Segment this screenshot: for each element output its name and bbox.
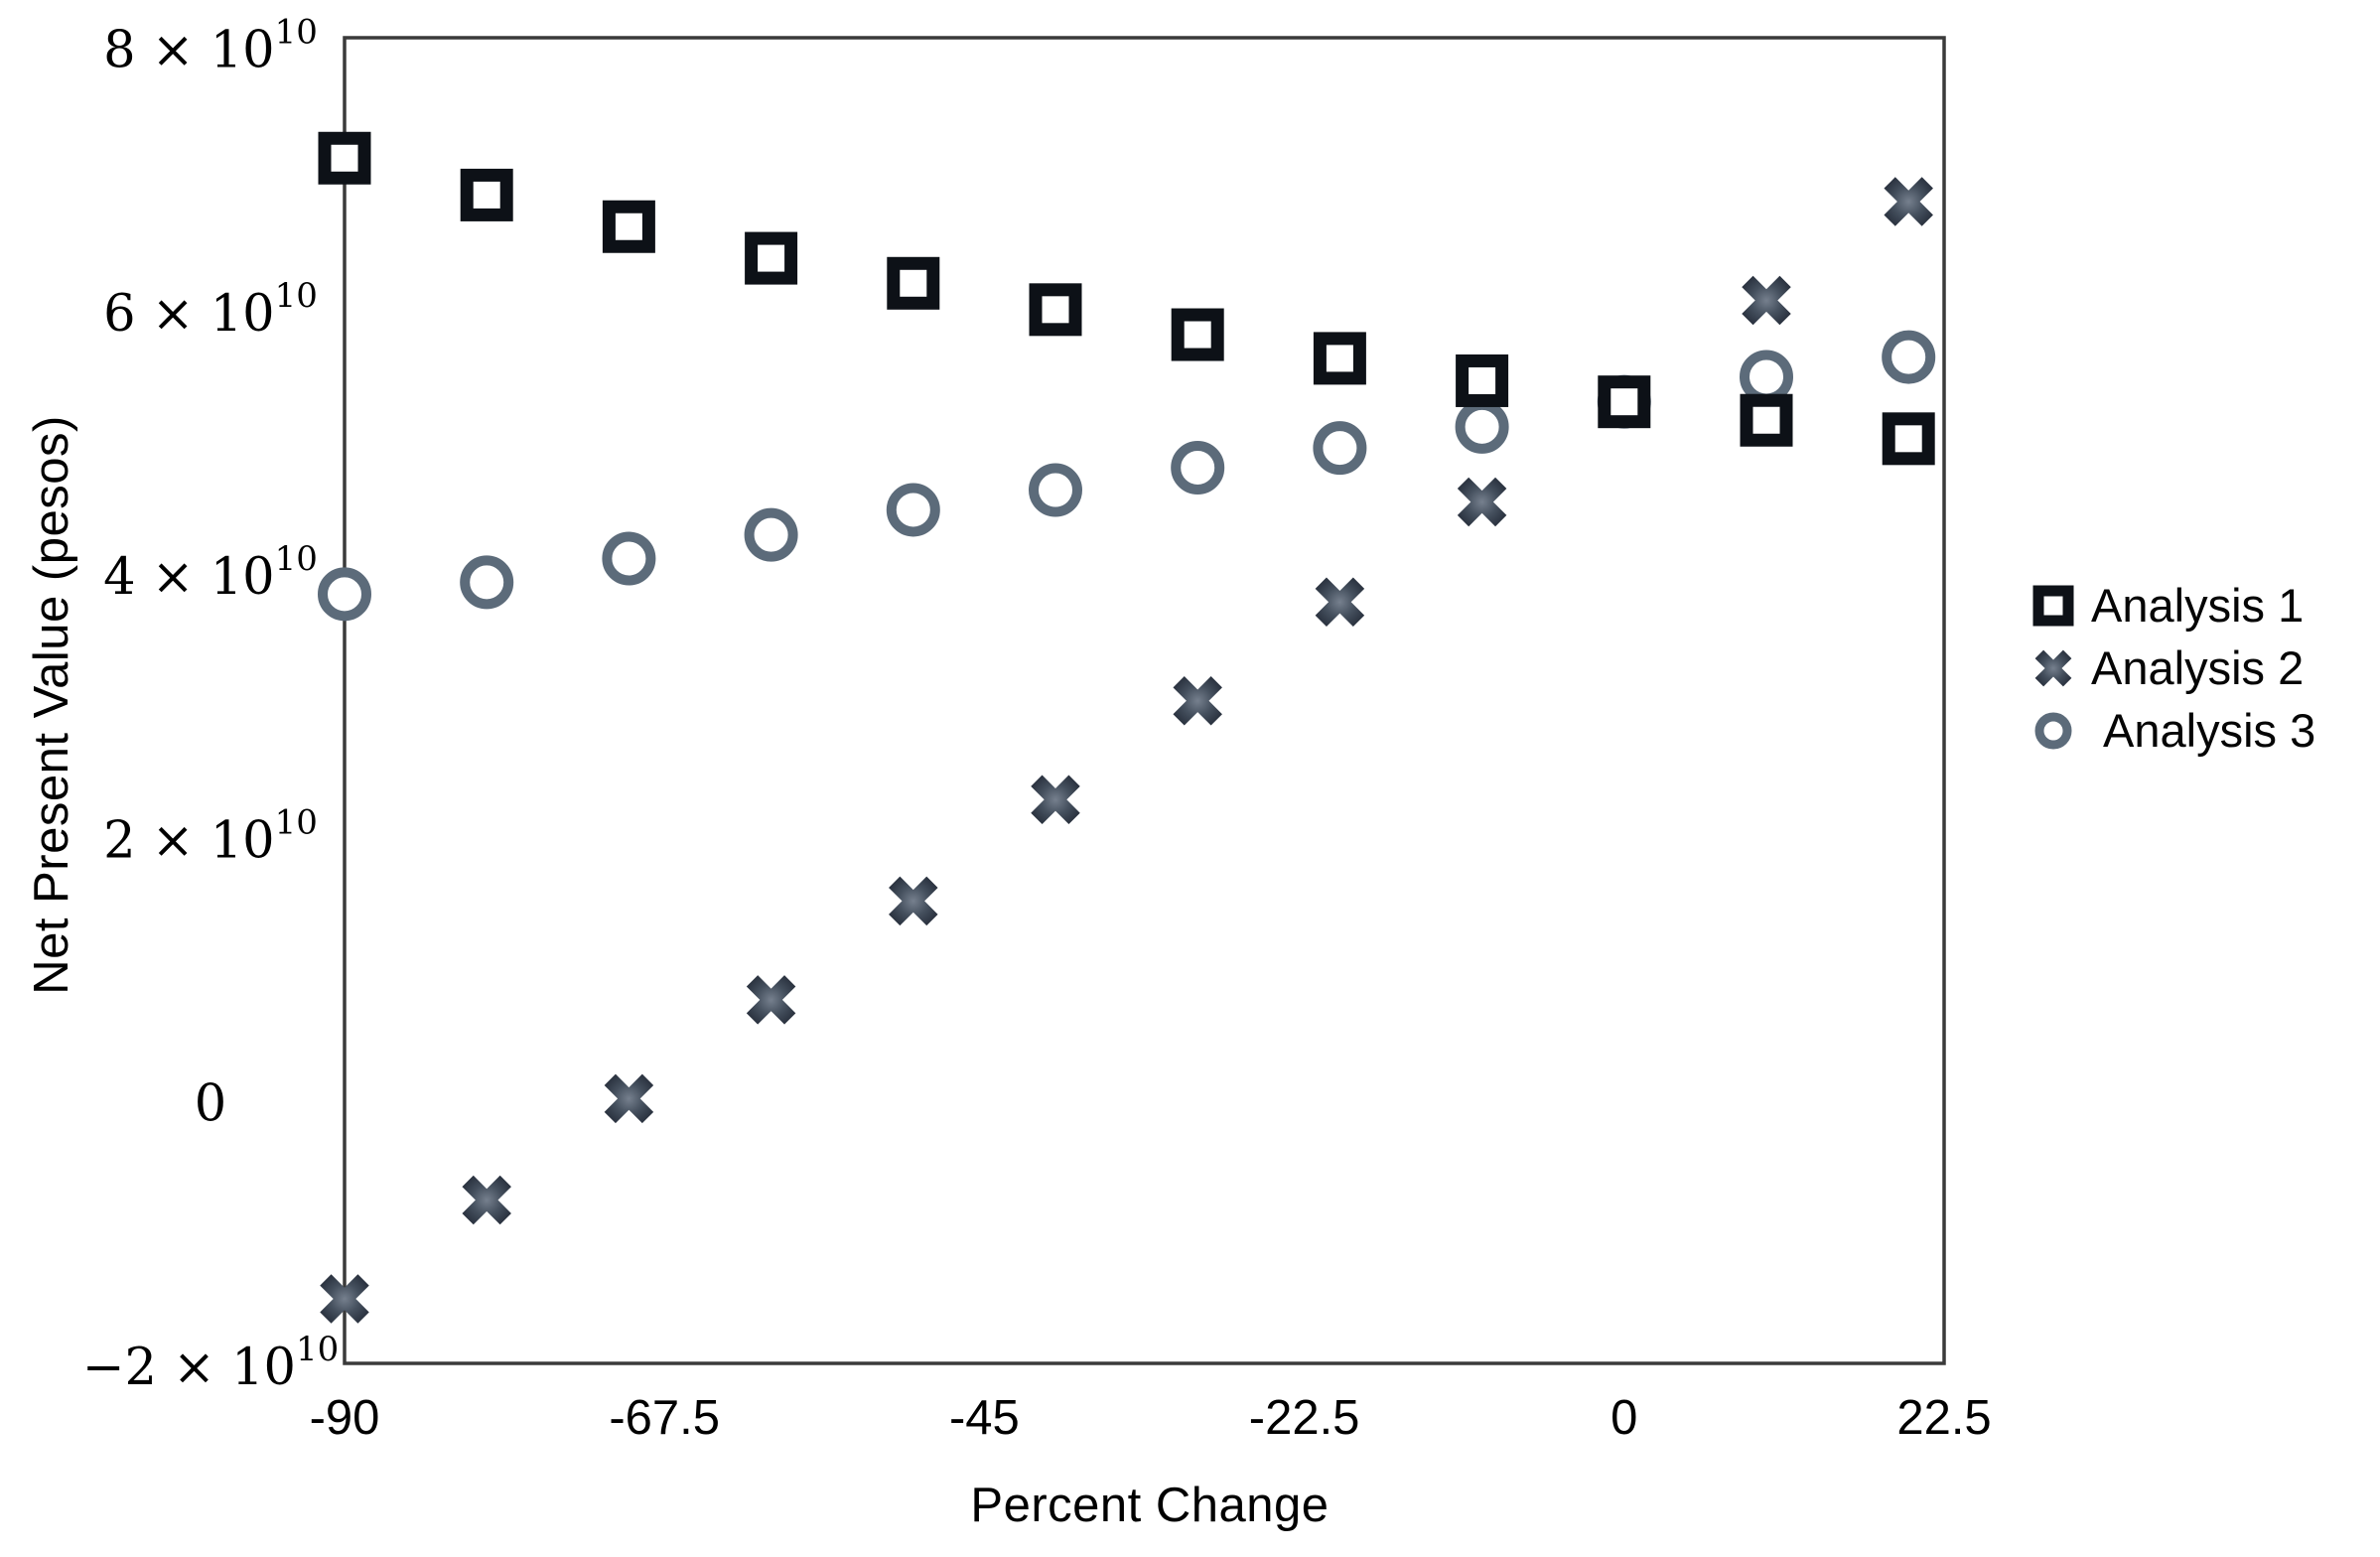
legend-item-label: Analysis 1	[2091, 579, 2305, 632]
analysis-1-point	[1882, 412, 1935, 466]
analysis-1-point	[1598, 375, 1651, 429]
y-tick-label: −2 × 1010	[82, 1330, 340, 1397]
analysis-2-point	[1031, 775, 1080, 825]
x-tick-label: -22.5	[1249, 1391, 1360, 1445]
y-tick-label: 4 × 1010	[103, 539, 318, 607]
analysis-3-point	[1313, 421, 1367, 476]
analysis-3-point	[1882, 330, 1936, 384]
x-tick-label: 22.5	[1896, 1391, 1991, 1445]
analysis-1-point	[602, 200, 655, 253]
y-axis-title: Net Present Value (pesos)	[25, 415, 78, 995]
analysis-3-point	[1740, 350, 1793, 404]
analysis-2-point	[1884, 177, 1933, 226]
analysis-2-point	[1742, 275, 1791, 326]
analysis-1-point	[1313, 332, 1366, 385]
analysis-1-point	[745, 231, 798, 285]
x-tick-label: 0	[1610, 1391, 1637, 1445]
x-axis-title: Percent Change	[970, 1479, 1330, 1532]
analysis-3-point	[318, 567, 371, 622]
x-marker-icon	[2034, 649, 2072, 686]
analysis-2-point	[1315, 577, 1365, 628]
x-tick-label: -67.5	[609, 1391, 720, 1445]
plot-frame	[343, 36, 1946, 1365]
analysis-3-point	[886, 483, 940, 537]
analysis-1-point	[1171, 308, 1224, 361]
analysis-2-point	[889, 876, 938, 926]
analysis-1-point	[1456, 354, 1509, 407]
analysis-3-point	[1029, 463, 1082, 517]
analysis-3-point	[460, 555, 514, 610]
analysis-2-point	[1173, 676, 1222, 726]
analysis-3-point	[1455, 399, 1509, 454]
legend-item-label: Analysis 2	[2091, 641, 2305, 694]
analysis-3-point	[1171, 441, 1225, 495]
y-tick-label: 8 × 1010	[103, 13, 318, 80]
x-tick-label: -45	[949, 1391, 1020, 1445]
y-tick-label: 2 × 1010	[103, 802, 318, 870]
analysis-3-point	[602, 531, 656, 586]
square-marker-icon	[2032, 585, 2074, 626]
legend-row-analysis-1: Analysis 1	[2026, 574, 2315, 637]
legend-row-analysis-2: Analysis 2	[2026, 637, 2315, 699]
x-tick-label: -90	[310, 1391, 380, 1445]
circle-marker-icon	[2034, 712, 2072, 749]
y-tick-label: 0	[195, 1075, 226, 1134]
analysis-1-point	[887, 256, 940, 310]
y-tick-label: 6 × 1010	[103, 276, 318, 344]
legend-row-analysis-3: Analysis 3	[2026, 699, 2315, 762]
analysis-2-point	[462, 1175, 511, 1225]
analysis-1-point	[318, 131, 371, 185]
analysis-2-point	[320, 1274, 369, 1324]
analysis-1-point	[1029, 283, 1082, 337]
legend: Analysis 1 Analysis 2 Analysis 3	[2026, 574, 2315, 762]
analysis-2-point	[604, 1073, 654, 1124]
analysis-3-point	[744, 507, 798, 562]
analysis-1-point	[460, 168, 513, 221]
analysis-2-point	[746, 975, 796, 1025]
analysis-1-point	[1740, 393, 1793, 447]
legend-item-label: Analysis 3	[2103, 704, 2316, 757]
analysis-2-point	[1457, 477, 1507, 527]
